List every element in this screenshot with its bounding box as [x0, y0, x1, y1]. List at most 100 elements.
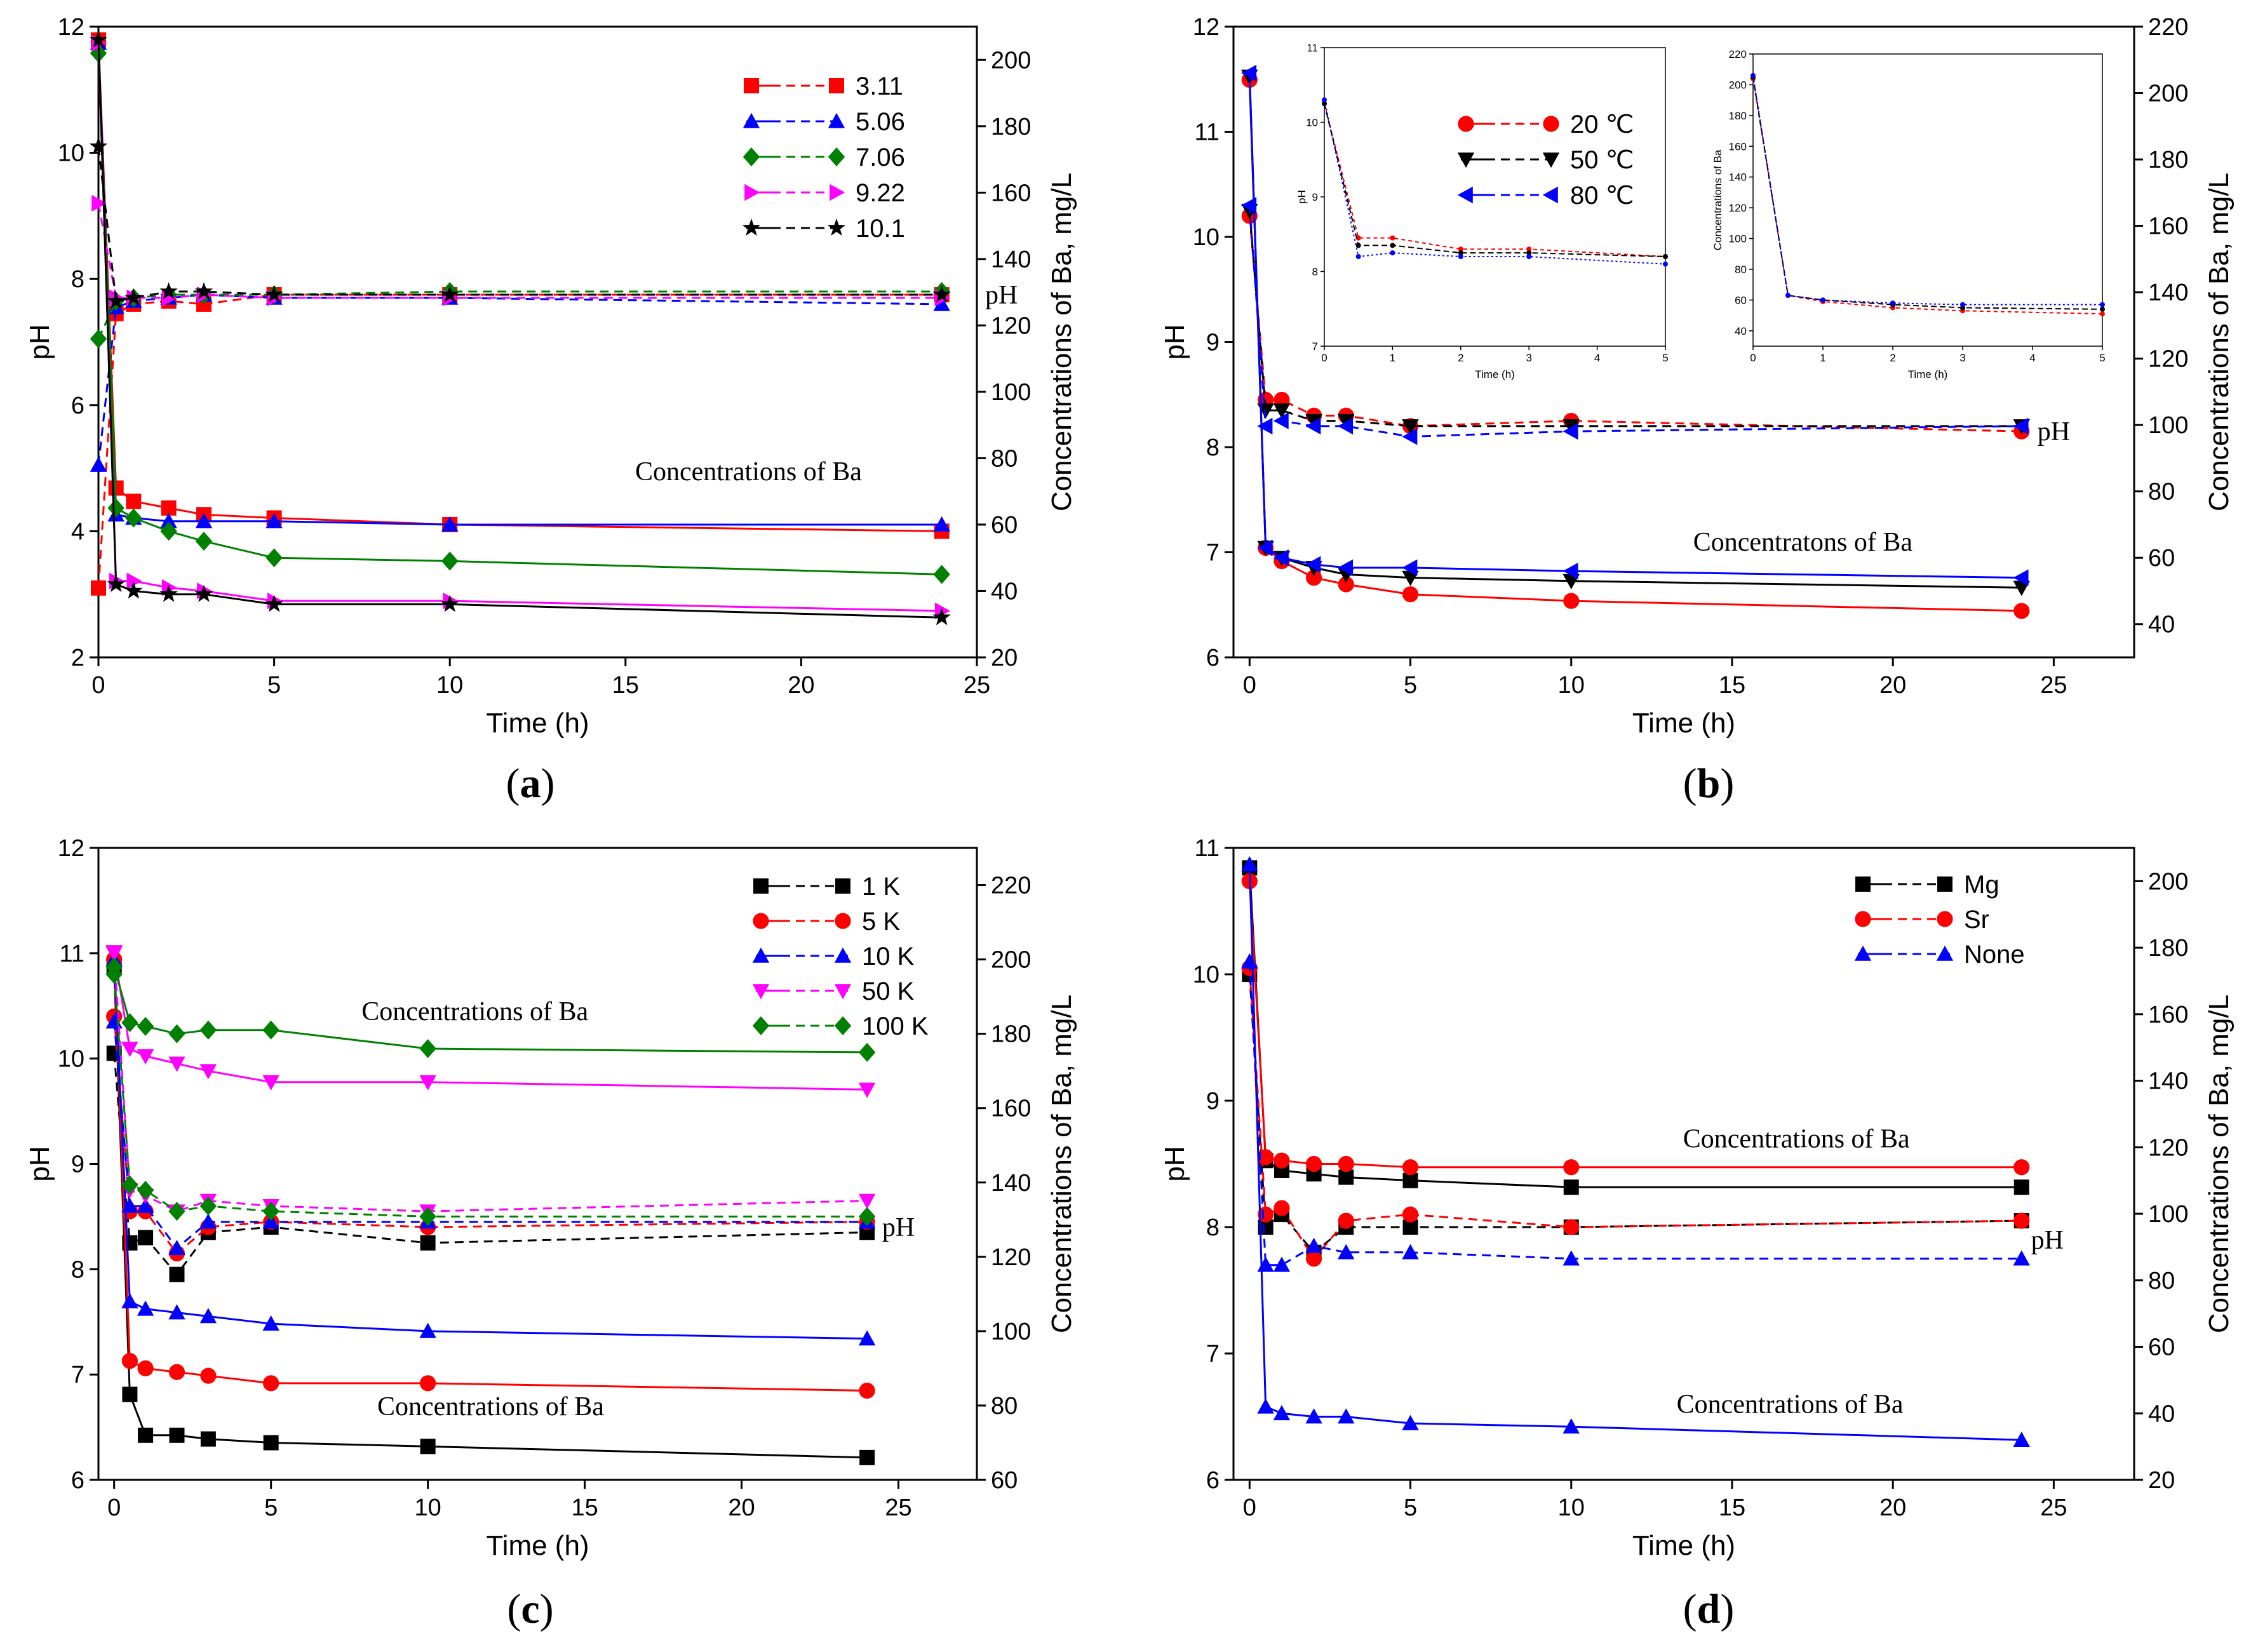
ph-point: [121, 1197, 138, 1213]
ba-point: [125, 508, 142, 528]
y-right-tick-label: 120: [2148, 346, 2188, 373]
inset-y-tick-label: 10: [1306, 117, 1318, 129]
ph-point: [1562, 422, 1578, 440]
chart-panel-b: 0 5 10 15 20 25678910111240608010012014016018…: [1159, 14, 2234, 807]
x-tick-label: 25: [964, 672, 990, 699]
legend: 1 K 5 K 10 K 50 K 100 K: [752, 873, 929, 1040]
ph-line: [1248, 967, 2022, 1261]
legend-label: 10 K: [862, 943, 915, 970]
y-right-tick-label: 100: [2148, 1201, 2188, 1228]
ph-point: [1402, 419, 1419, 435]
ph-point: [262, 1202, 279, 1221]
x-tick-label: 20: [1879, 672, 1906, 699]
inset-point: [1458, 254, 1463, 259]
inset-y-tick-label: 160: [1729, 140, 1747, 152]
ba-point: [1273, 1405, 1291, 1421]
ph-point: [90, 456, 107, 472]
ba-point: [263, 1435, 279, 1451]
y-right-tick-label: 220: [991, 873, 1031, 899]
series-c-4: [105, 957, 876, 1226]
ba-point: [137, 1016, 154, 1036]
x-axis-title: Time (h): [486, 708, 589, 739]
y-right-tick-label: 80: [2148, 479, 2175, 506]
ba-point: [2013, 1431, 2030, 1447]
y-right-tick-label: 120: [991, 1244, 1031, 1271]
ba-point: [121, 1293, 138, 1308]
ph-point: [1273, 1256, 1291, 1272]
ba-line: [1248, 76, 2022, 589]
y-right-tick-label: 160: [991, 180, 1031, 206]
series-d-1: [1241, 873, 2030, 1267]
ba-point: [1562, 562, 1578, 580]
y-right-tick-label: 140: [991, 246, 1031, 273]
y-left-tick-label: 10: [1193, 962, 1220, 988]
legend-label: 50 K: [862, 977, 915, 1005]
annotation: Concentratons of Ba: [1693, 528, 1913, 557]
ba-point: [933, 516, 950, 532]
y-right-tick-label: 140: [991, 1170, 1031, 1197]
x-tick-label: 0: [1243, 672, 1256, 699]
ba-point: [1273, 1152, 1290, 1169]
legend-marker: [828, 112, 845, 128]
ba-point: [168, 1304, 185, 1320]
series-d-0: [1242, 860, 2029, 1260]
y-right-tick-label: 200: [2148, 81, 2188, 107]
ph-point: [1273, 412, 1289, 429]
ba-point: [858, 1330, 876, 1346]
inset-line: [1752, 77, 2103, 310]
ba-point: [168, 1056, 185, 1072]
series-a-0: [91, 32, 950, 596]
ph-point: [1402, 1244, 1419, 1259]
ba-point: [262, 1075, 279, 1091]
legend-marker: [1542, 186, 1558, 204]
ph-line: [113, 974, 868, 1218]
ba-point: [262, 1315, 279, 1331]
ba-point: [1306, 569, 1322, 586]
ph-line: [1248, 205, 2022, 438]
ph-point: [169, 1266, 185, 1282]
legend-label: 50 ℃: [1570, 146, 1634, 174]
y-right-axis-title: Concentrations of Ba, mg/L: [1046, 173, 1077, 511]
inset-x-tick-label: 2: [1458, 352, 1463, 364]
ba-point: [859, 1449, 875, 1465]
ph-point: [858, 1207, 876, 1226]
panel-label-open: (: [506, 760, 520, 807]
y-left-tick-label: 9: [1206, 330, 1220, 356]
legend-label: 5.06: [856, 108, 905, 136]
ba-point: [121, 1013, 138, 1033]
y-right-tick-label: 160: [2148, 1002, 2188, 1028]
inset-line: [1752, 78, 2103, 315]
y-left-tick-label: 11: [1195, 835, 1220, 862]
ba-point: [138, 1427, 154, 1443]
ba-line: [1248, 73, 2022, 579]
panel-label: (d): [1683, 1586, 1735, 1632]
ph-point: [265, 285, 283, 303]
ba-point: [1257, 539, 1273, 556]
inset-point: [1751, 72, 1756, 78]
ph-point: [2013, 1250, 2030, 1266]
ph-point: [91, 580, 106, 596]
y-right-tick-label: 60: [2148, 1334, 2175, 1361]
y-left-tick-label: 10: [1193, 224, 1220, 251]
legend-marker: [1855, 911, 1871, 927]
ba-point: [122, 1387, 138, 1402]
legend-label: Sr: [1964, 906, 1989, 934]
y-left-tick-label: 7: [1206, 540, 1220, 567]
y-right-tick-label: 60: [991, 512, 1018, 539]
y-right-tick-label: 180: [2148, 147, 2188, 173]
legend: 20 ℃ 50 ℃ 80 ℃: [1457, 111, 1634, 210]
ba-point: [1563, 593, 1580, 609]
y-right-tick-label: 100: [2148, 412, 2188, 439]
x-tick-label: 10: [1558, 672, 1585, 699]
series-d-2: [1241, 856, 2030, 1447]
legend-label: Mg: [1964, 871, 1999, 899]
y-right-tick-label: 160: [991, 1096, 1031, 1122]
inset-x-tick-label: 1: [1390, 352, 1395, 364]
plot-frame: [1232, 847, 2135, 1481]
ph-point: [194, 282, 213, 300]
panel-label-close: ): [541, 760, 555, 807]
ba-point: [1402, 559, 1418, 577]
panel-label-letter: b: [1697, 760, 1721, 807]
ba-point: [1338, 559, 1354, 577]
